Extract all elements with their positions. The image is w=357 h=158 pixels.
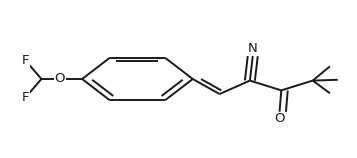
Text: O: O [274,112,285,125]
Text: N: N [248,42,258,55]
Text: O: O [55,73,65,85]
Text: F: F [21,54,29,67]
Text: F: F [21,91,29,104]
